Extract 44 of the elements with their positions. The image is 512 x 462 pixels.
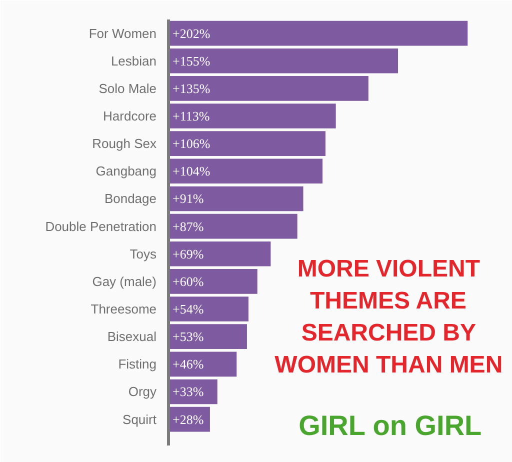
data-label: +87% [172,218,204,234]
data-label: +46% [172,356,204,372]
bar [168,324,247,349]
data-label: +69% [172,246,204,262]
bar [168,48,398,74]
y-tick-label: Bisexual [107,329,157,344]
data-label: +53% [172,329,204,344]
y-tick-label: Squirt [122,412,157,427]
annotation: GIRL on GIRL [298,410,482,441]
bar [168,76,368,101]
data-label: +155% [172,53,210,68]
y-tick-label: Toys [130,246,157,262]
data-label: +113% [172,108,210,124]
data-label: +104% [172,164,210,179]
annotation: MORE VIOLENT THEMES ARE SEARCHED BY WOMEN THAN MEN [274,256,503,378]
data-label: +91% [172,191,204,206]
bar [168,186,304,212]
data-label: +33% [172,384,204,400]
data-label: +202% [172,26,210,41]
y-tick-label: Rough Sex [92,136,157,152]
bar [168,131,326,156]
y-tick-label: Hardcore [103,108,156,124]
y-tick-label: Threesome [90,302,156,317]
bar [168,241,271,266]
y-tick-label: Bondage [104,191,157,206]
y-tick-label: Gay (male) [92,274,157,289]
y-tick-label: Double Penetration [45,218,157,234]
data-label: +54% [172,302,204,317]
bar [168,104,336,128]
bar [168,214,298,239]
y-tick-label: Gangbang [96,164,157,179]
bar [168,158,323,184]
y-tick-label: For Women [88,26,157,41]
y-tick-label: Lesbian [110,53,157,68]
data-label: +60% [172,274,204,289]
bar [168,269,258,294]
y-tick-label: Orgy [128,384,157,400]
data-label: +135% [172,80,210,96]
data-label: +28% [172,412,204,427]
bar [168,296,248,322]
y-tick-label: Solo Male [98,80,157,96]
bar [168,20,468,46]
y-tick-label: Fisting [118,356,157,372]
data-label: +106% [172,136,210,152]
